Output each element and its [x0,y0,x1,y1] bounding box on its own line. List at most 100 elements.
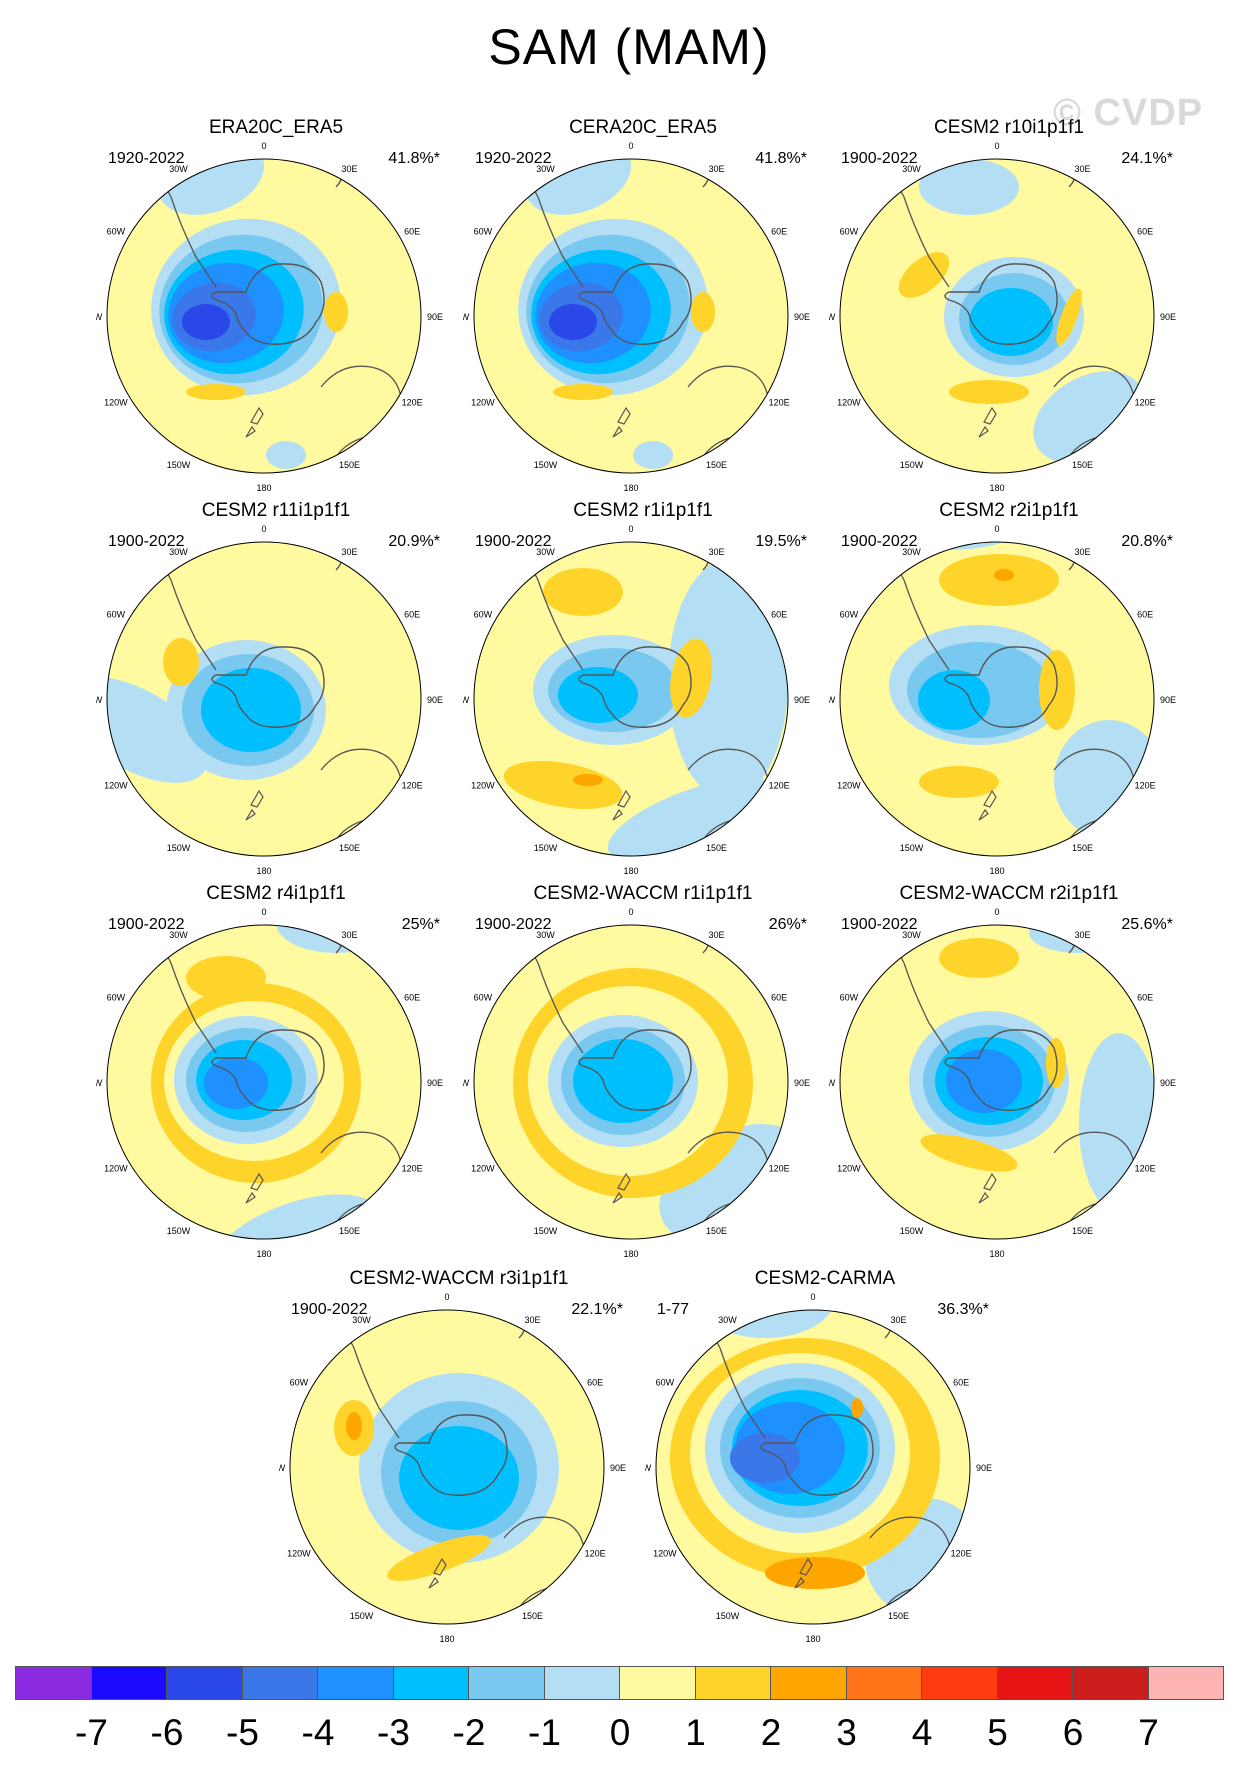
longitude-label: 120E [585,1549,606,1559]
contour-blob-positive [919,766,999,798]
panel-years: 1900-2022 [108,916,185,933]
longitude-label: 60W [107,610,126,620]
contour-field [840,542,1154,856]
antarctica-coastline [578,1029,692,1111]
contour-blob-negative [524,159,632,215]
contour-blob-negative [182,304,230,340]
longitude-label: 60E [953,1378,969,1388]
longitude-label: 150W [167,843,191,853]
longitude-label: 60W [107,993,126,1003]
longitude-label: 30E [341,547,357,557]
longitude-label: 0 [994,907,999,917]
contour-blob-positive [387,1535,491,1581]
longitude-label: 150E [339,843,360,853]
antarctica-coastline [394,1414,508,1496]
new-zealand-coastline [245,1172,264,1204]
colorbar-swatch [770,1666,847,1700]
longitude-label: 120W [837,781,861,791]
colorbar-swatch [543,1666,620,1700]
map-border [106,158,422,474]
map-border [473,158,789,474]
new-zealand-coastline [794,1557,813,1589]
longitude-label: 90E [1160,1078,1176,1088]
longitude-label: 60W [656,1378,675,1388]
contour-blob-positive [1046,1038,1066,1088]
longitude-label: 0 [994,524,999,534]
panel-variance-pct: 20.8%* [1121,533,1173,550]
contour-blob-negative [157,159,265,215]
longitude-label: 150W [167,1226,191,1236]
panel-years: 1920-2022 [475,150,552,167]
map-panel: CESM2-WACCM r3i1p1f1 1900-2022 22.1%* 0 30E 6… [279,1268,639,1643]
contour-blob-negative [918,670,990,730]
map-border [655,1309,971,1625]
panel-variance-pct: 26%* [768,916,807,933]
panel-title: CESM2-CARMA [754,1268,896,1289]
panel-variance-pct: 25.6%* [1121,916,1173,933]
longitude-label: 60E [404,227,420,237]
panel-title: CESM2-WACCM r1i1p1f1 [533,883,753,904]
longitude-label: 30W [902,164,921,174]
longitude-label: 180 [989,483,1004,492]
longitude-label: 150E [522,1611,543,1621]
map-panel: CERA20C_ERA5 1920-2022 41.8%* 0 30E 60E 90E 120… [463,117,823,492]
longitude-label: 120W [104,398,128,408]
longitude-label: 60E [1137,610,1153,620]
panel-variance-pct: 22.1%* [571,1301,623,1318]
map-border [839,924,1155,1240]
colorbar-label: 1 [685,1712,706,1753]
antarctica-coastline [211,1029,325,1111]
longitude-label: 60E [771,227,787,237]
polar-map: 0 30E 60E 90E 120E 150E 180 150W 120W 90W 60W 30W [96,907,443,1258]
longitude-label: 0 [628,907,633,917]
colorbar-swatch [166,1666,243,1700]
colorbar-label: -6 [150,1712,184,1753]
longitude-label: 90E [427,1078,443,1088]
longitude-label: 90W [96,1078,103,1088]
polar-map: 0 30E 60E 90E 120E 150E 180 150W 120W 90W 60W 30W [829,141,1176,492]
panel-title: CESM2 r11i1p1f1 [201,500,351,521]
colorbar-swatch [468,1666,545,1700]
longitude-label: 90E [794,695,810,705]
longitude-label: 120E [769,781,790,791]
contour-blob-positive [573,774,603,786]
figure-title: SAM (MAM) [488,19,770,75]
longitude-label: 180 [256,866,271,875]
longitude-label: 180 [989,1249,1004,1258]
contour-field [107,925,421,1239]
longitude-label: 120E [1135,781,1156,791]
colorbar-swatch [90,1666,167,1700]
colorbar-label: -2 [452,1712,486,1753]
colorbar-label: 6 [1062,1712,1084,1753]
longitude-label: 120W [104,1164,128,1174]
longitude-label: 60W [474,610,493,620]
longitude-label: 30W [902,547,921,557]
contour-blob-positive [163,638,199,686]
map-panel: CESM2 r4i1p1f1 1900-2022 25%* 0 30E 60E 90E 120… [96,883,456,1258]
panel-variance-pct: 36.3%* [937,1301,989,1318]
map-border [106,924,422,1240]
longitude-label: 30W [352,1315,371,1325]
longitude-label: 90E [1160,695,1176,705]
panel-title: CESM2 r10i1p1f1 [934,117,1084,138]
longitude-label: 180 [256,483,271,492]
longitude-label: 120W [837,398,861,408]
longitude-label: 30W [536,930,555,940]
colorbar-label: -5 [226,1712,259,1753]
contour-field [474,542,788,856]
contour-blob-negative [116,542,196,570]
longitude-label: 30E [708,930,724,940]
contour-blob-negative [276,925,396,953]
new-zealand-coastline [245,406,264,438]
longitude-label: 90W [645,1463,652,1473]
longitude-label: 120E [1135,398,1156,408]
longitude-label: 60E [771,610,787,620]
longitude-label: 90W [829,695,836,705]
new-zealand-coastline [978,406,997,438]
longitude-label: 30E [1074,930,1090,940]
longitude-label: 60W [840,993,859,1003]
longitude-label: 30E [1074,164,1090,174]
map-panel: CESM2 r2i1p1f1 1900-2022 20.8%* 0 30E 60E 90E 1… [829,500,1189,875]
panel-title: CESM2-WACCM r2i1p1f1 [899,883,1119,904]
longitude-label: 120W [471,398,495,408]
